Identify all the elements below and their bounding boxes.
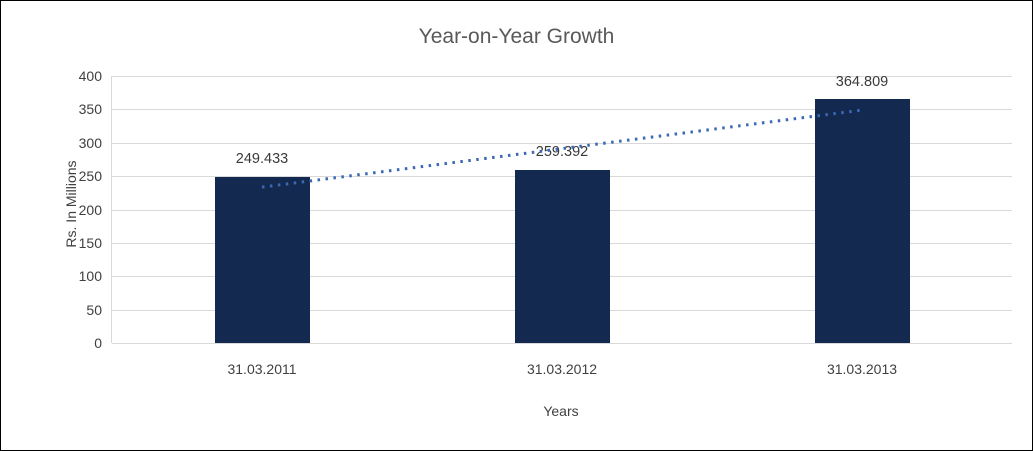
- y-tick-label: 250: [78, 168, 102, 185]
- x-axis-title: Years: [543, 403, 579, 419]
- gridline: [112, 142, 1012, 144]
- y-tick-label: 200: [78, 201, 102, 218]
- y-tick-label: 300: [78, 134, 102, 151]
- chart-title: Year-on-Year Growth: [418, 25, 615, 48]
- y-tick-label: 0: [94, 335, 102, 351]
- x-tick-label: 31.03.2012: [526, 361, 598, 377]
- bar-31.03.2011: [214, 176, 310, 343]
- x-tick-label: 31.03.2013: [826, 361, 898, 377]
- bar-31.03.2013: [814, 99, 910, 343]
- bar-value-label: 364.809: [835, 73, 889, 90]
- bar-31.03.2012: [514, 169, 610, 343]
- x-tick-label: 31.03.2011: [227, 361, 297, 377]
- bar-value-label: 259.392: [535, 143, 589, 160]
- y-tick-label: 150: [78, 234, 102, 251]
- trendline: [261, 108, 863, 189]
- y-tick-label: 350: [78, 101, 102, 118]
- y-tick-label: 400: [78, 68, 102, 84]
- bar-value-label: 249.433: [235, 150, 289, 167]
- y-tick-label: 50: [86, 301, 102, 318]
- y-tick-label: 100: [78, 268, 102, 285]
- gridline: [112, 343, 1012, 344]
- gridline: [112, 109, 1012, 111]
- plot-area: 0 50 100 150 200 250 300 350 400 249.433 31.03.201…: [79, 68, 1012, 377]
- gridline: [112, 76, 1012, 77]
